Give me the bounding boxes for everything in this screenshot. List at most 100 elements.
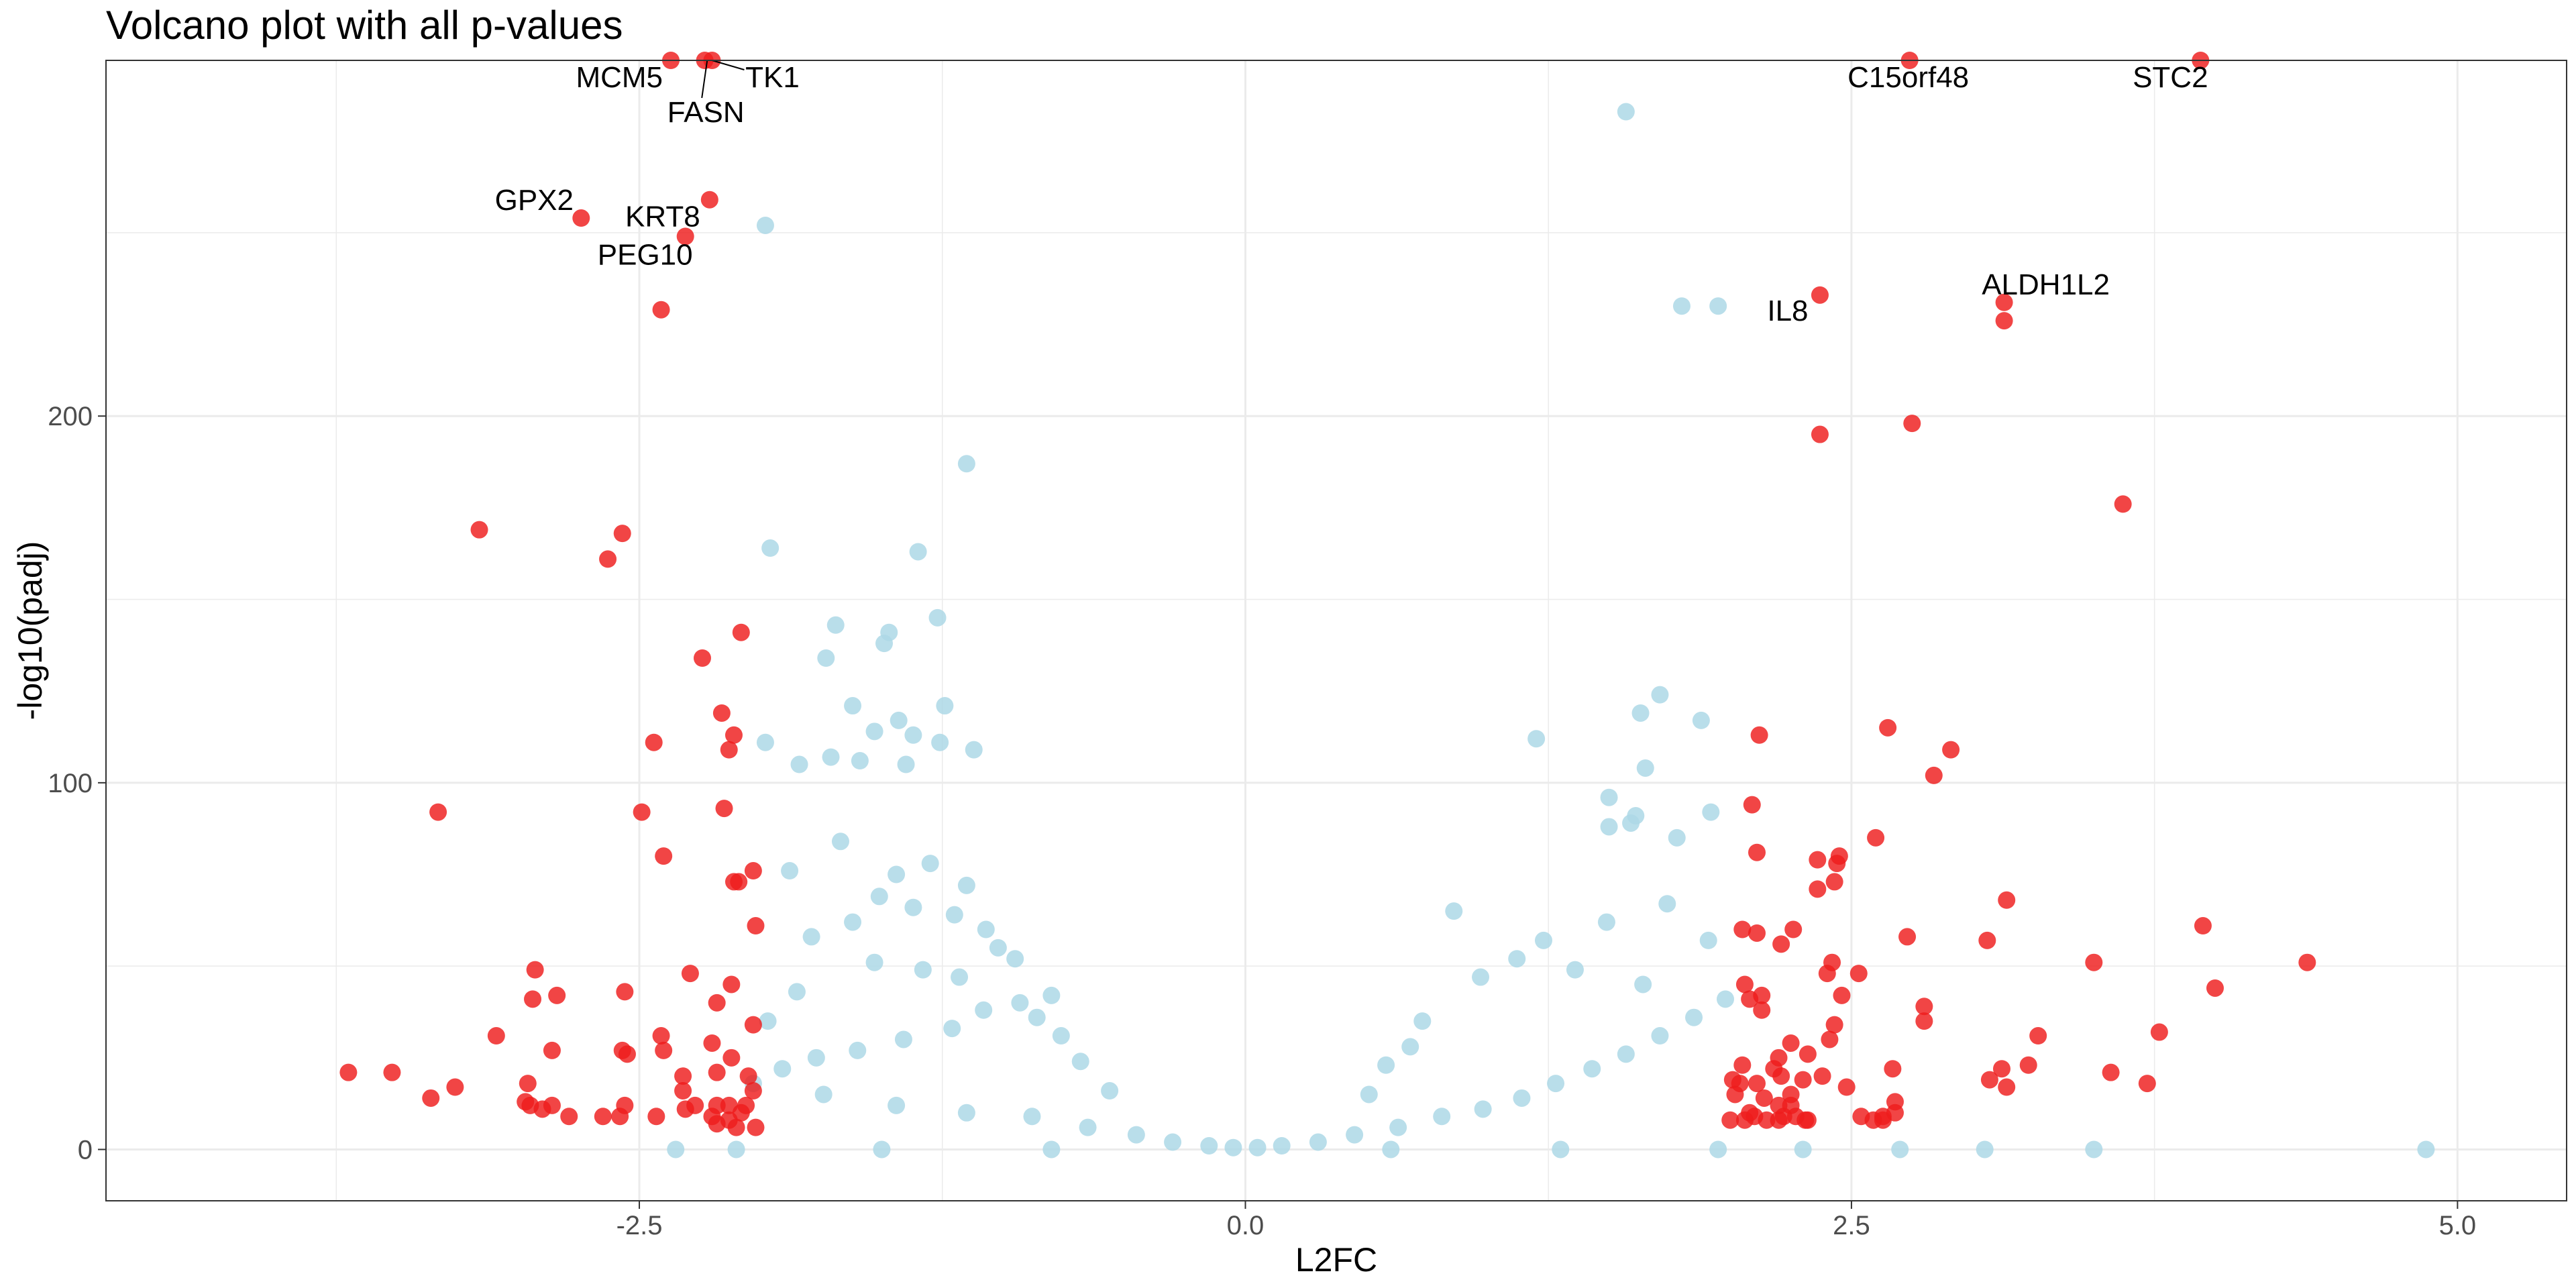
- label-leader-line: [701, 60, 708, 99]
- significant-point: [422, 1089, 440, 1107]
- significant-point: [708, 994, 726, 1012]
- nonsignificant-point: [931, 733, 949, 751]
- nonsignificant-point: [844, 697, 862, 715]
- nonsignificant-point: [781, 862, 799, 880]
- significant-point: [572, 209, 590, 227]
- gene-label: PEG10: [598, 238, 693, 271]
- significant-point: [560, 1108, 578, 1126]
- significant-point: [383, 1063, 401, 1081]
- nonsignificant-point: [1685, 1008, 1703, 1026]
- significant-point: [2102, 1063, 2120, 1081]
- nonsignificant-point: [817, 649, 835, 667]
- nonsignificant-point: [756, 216, 774, 234]
- gene-label: IL8: [1767, 294, 1808, 327]
- significant-point: [2298, 953, 2316, 971]
- nonsignificant-point: [826, 616, 845, 634]
- significant-point: [1867, 828, 1885, 847]
- nonsignificant-point: [1042, 986, 1061, 1004]
- significant-point: [724, 873, 743, 891]
- significant-point: [1992, 1060, 2010, 1078]
- significant-point: [1748, 1075, 1766, 1093]
- significant-point: [339, 1063, 358, 1081]
- nonsignificant-point: [788, 983, 806, 1001]
- significant-point: [429, 803, 447, 821]
- gene-label: ALDH1L2: [1982, 268, 2110, 301]
- significant-point: [1735, 1111, 1754, 1129]
- significant-point: [1903, 415, 1921, 433]
- nonsignificant-point: [1023, 1108, 1041, 1126]
- significant-point: [1821, 1030, 1839, 1049]
- significant-point: [652, 301, 670, 319]
- axes-layer: -2.5 0.0 2.5 5.0 0 100 200: [48, 402, 2476, 1240]
- significant-point: [1809, 851, 1827, 869]
- nonsignificant-point: [897, 755, 915, 773]
- nonsignificant-point: [945, 906, 963, 924]
- significant-point: [674, 1082, 692, 1100]
- nonsignificant-point: [727, 1140, 745, 1159]
- grid-layer: [106, 60, 2567, 1201]
- significant-point: [1980, 1071, 1998, 1089]
- gene-label: C15orf48: [1847, 61, 1969, 94]
- significant-point: [655, 1041, 673, 1059]
- nonsignificant-point: [914, 961, 932, 979]
- significant-point: [1750, 726, 1768, 744]
- significant-point: [1741, 990, 1759, 1008]
- nonsignificant-point: [894, 1030, 912, 1049]
- nonsignificant-point: [849, 1041, 867, 1059]
- nonsignificant-point: [1552, 1140, 1570, 1159]
- significant-point: [1794, 1071, 1812, 1089]
- significant-point: [703, 1034, 721, 1052]
- significant-point: [1813, 1067, 1831, 1085]
- nonsignificant-point: [951, 968, 969, 986]
- significant-point: [526, 961, 544, 979]
- nonsignificant-point: [1702, 803, 1720, 821]
- points-layer: [339, 52, 2435, 1159]
- nonsignificant-point: [1597, 913, 1615, 931]
- significant-point: [739, 1067, 757, 1085]
- significant-point: [712, 704, 731, 722]
- nonsignificant-point: [831, 833, 849, 851]
- significant-point: [732, 623, 750, 641]
- nonsignificant-point: [759, 1012, 777, 1030]
- nonsignificant-point: [1224, 1138, 1242, 1157]
- significant-point: [1809, 880, 1827, 898]
- nonsignificant-point: [1672, 297, 1690, 315]
- significant-point: [524, 990, 542, 1008]
- nonsignificant-point: [1658, 895, 1676, 913]
- nonsignificant-point: [943, 1020, 961, 1038]
- significant-point: [2085, 953, 2103, 971]
- nonsignificant-point: [1617, 1045, 1635, 1063]
- significant-point: [681, 965, 699, 983]
- gene-label: FASN: [667, 96, 745, 129]
- nonsignificant-point: [761, 539, 780, 557]
- nonsignificant-point: [1534, 931, 1552, 949]
- nonsignificant-point: [1127, 1126, 1145, 1144]
- significant-point: [1828, 855, 1846, 873]
- significant-point: [645, 733, 663, 751]
- nonsignificant-point: [1600, 788, 1618, 806]
- gene-label: STC2: [2133, 61, 2208, 94]
- significant-point: [1942, 741, 1960, 759]
- nonsignificant-point: [936, 697, 954, 715]
- significant-point: [1879, 718, 1897, 737]
- significant-point: [1998, 1078, 2016, 1096]
- significant-point: [720, 741, 738, 759]
- panel-border: [105, 60, 2567, 1201]
- x-tick-label: 2.5: [1833, 1211, 1870, 1240]
- x-tick-label: 0.0: [1227, 1211, 1265, 1240]
- nonsignificant-point: [1071, 1053, 1089, 1071]
- significant-point: [693, 649, 711, 667]
- significant-point: [1833, 986, 1851, 1004]
- nonsignificant-point: [1566, 961, 1584, 979]
- significant-point: [722, 975, 741, 994]
- nonsignificant-point: [873, 1140, 891, 1159]
- x-tick-label: 5.0: [2439, 1211, 2477, 1240]
- nonsignificant-point: [773, 1060, 792, 1078]
- nonsignificant-point: [1052, 1027, 1070, 1045]
- significant-point: [1849, 965, 1868, 983]
- significant-point: [1748, 924, 1766, 942]
- nonsignificant-point: [1474, 1100, 1492, 1118]
- nonsignificant-point: [1891, 1140, 1909, 1159]
